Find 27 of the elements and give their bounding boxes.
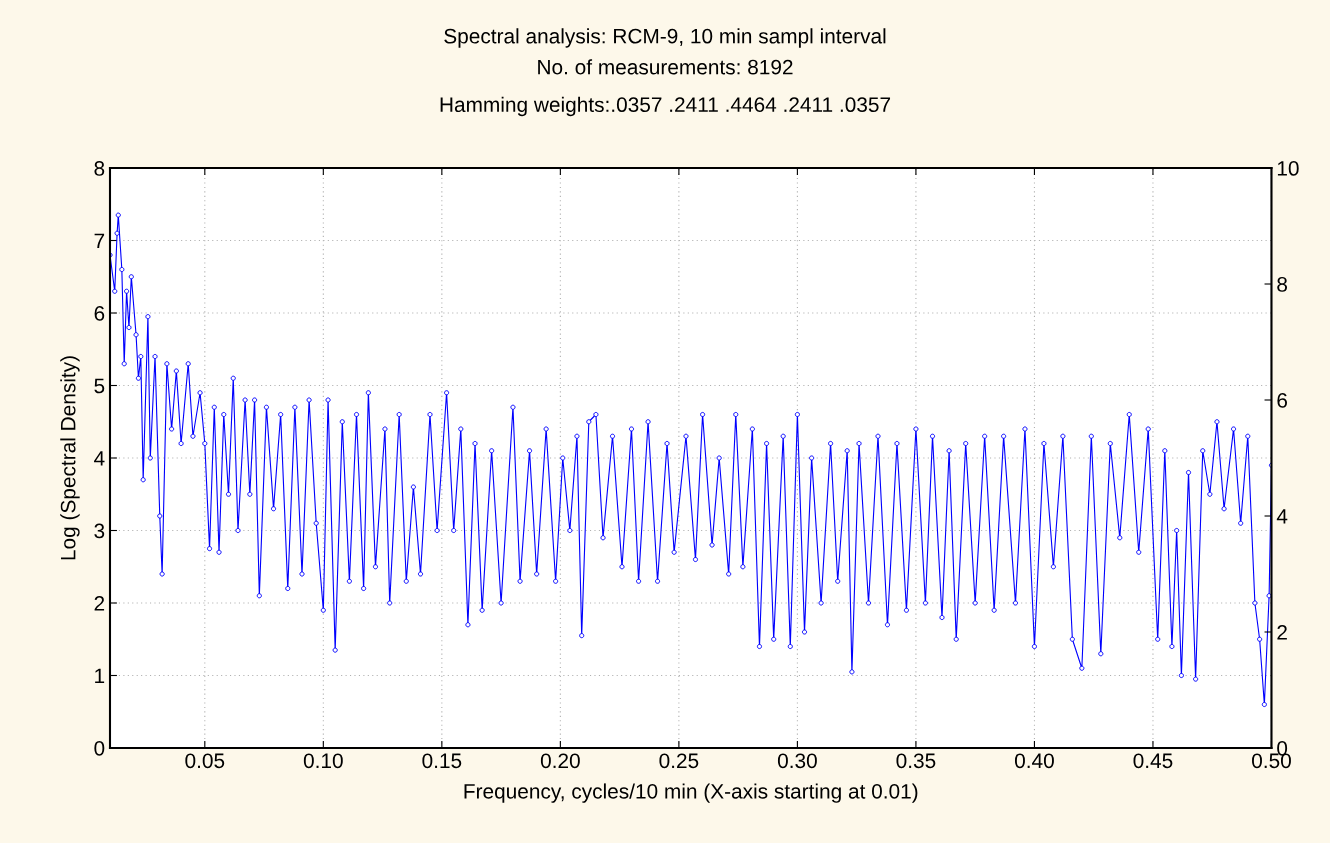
y-tick-label: 1 — [95, 668, 105, 684]
x-tick-label: 0.10 — [303, 753, 343, 769]
x-tick-label: 0.05 — [185, 753, 225, 769]
y2-tick-label: 6 — [1277, 393, 1288, 408]
x-tick-label: 0.25 — [659, 753, 699, 769]
y2-tick-label: 2 — [1277, 625, 1287, 640]
y-tick-label: 6 — [94, 306, 105, 321]
x-tick-label: 0.20 — [540, 753, 580, 769]
x-tick-label: 0.45 — [1133, 753, 1173, 769]
chart-subtitle: No. of measurements: 8192 Hamming weights:.0357 .2411 .4464 .2411 .0357 — [440, 59, 891, 117]
y-tick-label: 0 — [94, 741, 105, 756]
y-tick-label: 4 — [94, 451, 105, 466]
y-tick-label: 7 — [94, 233, 105, 249]
y2-tick-label: 4 — [1276, 509, 1288, 524]
chart-title: Spectral analysis: RCM-9, 10 min sampl interval — [444, 28, 886, 48]
y-tick-label: 3 — [94, 523, 105, 539]
y2-tick-label: 10 — [1277, 161, 1299, 176]
x-tick-label: 0.40 — [1014, 753, 1054, 769]
y2-tick-label: 8 — [1277, 277, 1288, 292]
y-tick-label: 5 — [94, 378, 105, 394]
x-tick-label: 0.30 — [777, 753, 817, 769]
x-tick-label: 0.35 — [896, 753, 936, 769]
x-tick-label: 0.15 — [422, 753, 462, 769]
y-axis-title: Log (Spectral Density) — [60, 356, 80, 560]
x-axis-title: Frequency, cycles/10 min (X-axis starting at 0.01) — [464, 783, 918, 803]
y-tick-label: 2 — [94, 596, 105, 611]
y-tick-label: 8 — [94, 161, 105, 176]
